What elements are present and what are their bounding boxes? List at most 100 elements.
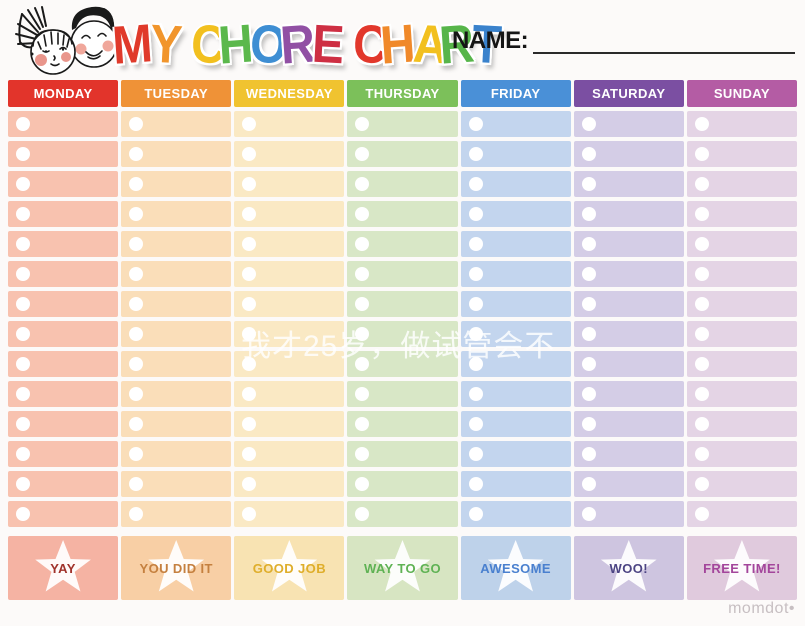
checkbox-circle[interactable]	[468, 507, 483, 521]
chore-cell[interactable]	[347, 291, 458, 317]
chore-cell[interactable]	[573, 291, 684, 317]
chore-cell[interactable]	[686, 231, 797, 257]
checkbox-circle[interactable]	[16, 207, 30, 221]
checkbox-circle[interactable]	[355, 447, 370, 461]
chore-cell[interactable]	[121, 171, 232, 197]
chore-cell[interactable]	[234, 351, 345, 377]
chore-cell[interactable]	[686, 471, 797, 497]
chore-cell[interactable]	[8, 381, 119, 407]
checkbox-circle[interactable]	[16, 387, 30, 401]
chore-cell[interactable]	[347, 141, 458, 167]
chore-cell[interactable]	[8, 471, 119, 497]
chore-cell[interactable]	[8, 111, 119, 137]
checkbox-circle[interactable]	[694, 417, 709, 431]
chore-cell[interactable]	[234, 321, 345, 347]
checkbox-circle[interactable]	[468, 237, 483, 251]
checkbox-circle[interactable]	[242, 147, 257, 161]
checkbox-circle[interactable]	[581, 237, 596, 251]
chore-cell[interactable]	[234, 411, 345, 437]
checkbox-circle[interactable]	[355, 117, 370, 131]
chore-cell[interactable]	[573, 111, 684, 137]
chore-cell[interactable]	[8, 231, 119, 257]
chore-cell[interactable]	[121, 261, 232, 287]
checkbox-circle[interactable]	[694, 117, 709, 131]
checkbox-circle[interactable]	[16, 177, 30, 191]
checkbox-circle[interactable]	[581, 147, 596, 161]
checkbox-circle[interactable]	[694, 477, 709, 491]
chore-cell[interactable]	[460, 141, 571, 167]
chore-cell[interactable]	[686, 411, 797, 437]
checkbox-circle[interactable]	[355, 267, 370, 281]
chore-cell[interactable]	[234, 201, 345, 227]
checkbox-circle[interactable]	[581, 387, 596, 401]
checkbox-circle[interactable]	[694, 297, 709, 311]
chore-cell[interactable]	[460, 171, 571, 197]
chore-cell[interactable]	[121, 441, 232, 467]
chore-cell[interactable]	[573, 471, 684, 497]
chore-cell[interactable]	[347, 501, 458, 527]
checkbox-circle[interactable]	[129, 387, 144, 401]
checkbox-circle[interactable]	[468, 387, 483, 401]
checkbox-circle[interactable]	[468, 147, 483, 161]
checkbox-circle[interactable]	[468, 477, 483, 491]
checkbox-circle[interactable]	[355, 207, 370, 221]
checkbox-circle[interactable]	[355, 387, 370, 401]
chore-cell[interactable]	[460, 111, 571, 137]
checkbox-circle[interactable]	[355, 477, 370, 491]
checkbox-circle[interactable]	[355, 357, 370, 371]
chore-cell[interactable]	[460, 501, 571, 527]
chore-cell[interactable]	[121, 471, 232, 497]
checkbox-circle[interactable]	[581, 267, 596, 281]
checkbox-circle[interactable]	[242, 297, 257, 311]
chore-cell[interactable]	[234, 231, 345, 257]
chore-cell[interactable]	[121, 231, 232, 257]
checkbox-circle[interactable]	[16, 147, 30, 161]
checkbox-circle[interactable]	[16, 507, 30, 521]
chore-cell[interactable]	[460, 351, 571, 377]
checkbox-circle[interactable]	[242, 207, 257, 221]
chore-cell[interactable]	[234, 261, 345, 287]
chore-cell[interactable]	[121, 111, 232, 137]
chore-cell[interactable]	[460, 291, 571, 317]
checkbox-circle[interactable]	[694, 327, 709, 341]
checkbox-circle[interactable]	[694, 177, 709, 191]
chore-cell[interactable]	[686, 291, 797, 317]
checkbox-circle[interactable]	[694, 507, 709, 521]
chore-cell[interactable]	[234, 381, 345, 407]
chore-cell[interactable]	[347, 111, 458, 137]
checkbox-circle[interactable]	[581, 447, 596, 461]
chore-cell[interactable]	[686, 201, 797, 227]
chore-cell[interactable]	[121, 291, 232, 317]
name-input-line[interactable]	[533, 26, 795, 54]
chore-cell[interactable]	[460, 261, 571, 287]
checkbox-circle[interactable]	[242, 447, 257, 461]
checkbox-circle[interactable]	[581, 417, 596, 431]
checkbox-circle[interactable]	[129, 477, 144, 491]
chore-cell[interactable]	[573, 351, 684, 377]
checkbox-circle[interactable]	[16, 357, 30, 371]
checkbox-circle[interactable]	[355, 147, 370, 161]
chore-cell[interactable]	[234, 111, 345, 137]
checkbox-circle[interactable]	[468, 207, 483, 221]
checkbox-circle[interactable]	[242, 477, 257, 491]
chore-cell[interactable]	[347, 441, 458, 467]
checkbox-circle[interactable]	[129, 357, 144, 371]
checkbox-circle[interactable]	[129, 177, 144, 191]
checkbox-circle[interactable]	[468, 417, 483, 431]
chore-cell[interactable]	[121, 501, 232, 527]
chore-cell[interactable]	[234, 441, 345, 467]
checkbox-circle[interactable]	[694, 147, 709, 161]
checkbox-circle[interactable]	[694, 207, 709, 221]
chore-cell[interactable]	[121, 321, 232, 347]
chore-cell[interactable]	[573, 261, 684, 287]
checkbox-circle[interactable]	[16, 327, 30, 341]
checkbox-circle[interactable]	[468, 447, 483, 461]
checkbox-circle[interactable]	[581, 327, 596, 341]
checkbox-circle[interactable]	[129, 117, 144, 131]
chore-cell[interactable]	[686, 441, 797, 467]
checkbox-circle[interactable]	[16, 297, 30, 311]
chore-cell[interactable]	[347, 411, 458, 437]
chore-cell[interactable]	[347, 321, 458, 347]
checkbox-circle[interactable]	[242, 117, 257, 131]
chore-cell[interactable]	[8, 291, 119, 317]
